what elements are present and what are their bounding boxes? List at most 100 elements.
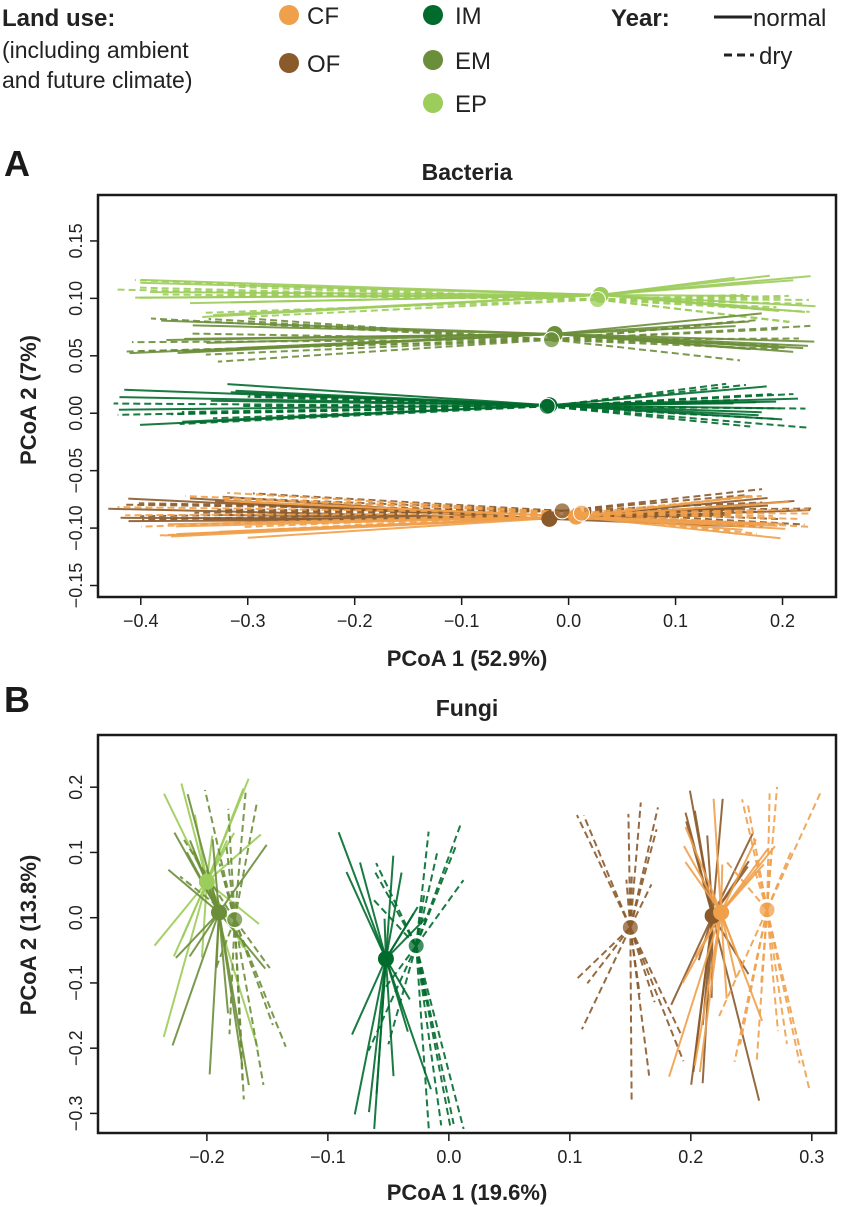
spoke-of-dry xyxy=(625,879,632,928)
spoke-ep-dry xyxy=(597,298,790,324)
spoke-em-dry xyxy=(150,317,552,341)
y-tick-label: −0.2 xyxy=(66,1030,86,1066)
y-tick-label: 0.0 xyxy=(66,905,86,930)
spoke-im-normal xyxy=(345,871,387,960)
legend-label-ep: EP xyxy=(455,91,487,118)
centroid-of-dry xyxy=(553,502,571,520)
legend-label-normal: normal xyxy=(753,5,826,32)
x-tick-label: 0.1 xyxy=(663,611,688,631)
x-tick-label: 0.0 xyxy=(436,1147,461,1167)
spoke-em-normal xyxy=(211,839,220,913)
legend-land-use-title: Land use: xyxy=(2,5,115,32)
spoke-cf-normal xyxy=(575,515,781,540)
panel-a-centroids xyxy=(538,286,609,527)
spoke-em-dry xyxy=(551,338,780,351)
spoke-cf-dry xyxy=(766,909,788,1045)
spoke-cf-normal xyxy=(576,500,789,518)
panel-a-title: Bacteria xyxy=(422,159,513,185)
x-tick-label: 0.3 xyxy=(799,1147,824,1167)
spoke-im-dry xyxy=(415,945,443,1126)
spoke-ep-normal xyxy=(153,881,208,947)
spoke-im-normal xyxy=(351,958,387,1035)
legend-label-of: OF xyxy=(307,51,340,78)
centroid-cf-normal xyxy=(713,904,730,921)
spoke-im-dry xyxy=(415,945,430,1129)
spoke-em-dry xyxy=(218,863,236,920)
legend-item-ep: EP xyxy=(423,91,487,118)
spoke-of-dry xyxy=(124,503,563,512)
y-tick-label: −0.15 xyxy=(66,563,86,609)
spoke-im-dry xyxy=(547,398,739,408)
spoke-of-dry xyxy=(581,927,632,1030)
spoke-im-dry xyxy=(415,945,465,1130)
x-tick-label: −0.1 xyxy=(310,1147,346,1167)
centroid-ep-dry xyxy=(588,291,606,309)
spoke-cf-dry xyxy=(739,909,769,1045)
spoke-ep-dry xyxy=(597,298,810,313)
panel-b-x-axis: −0.2 −0.1 0.0 0.1 0.2 0.3 xyxy=(189,1132,824,1167)
spoke-im-normal xyxy=(367,958,387,1113)
spoke-cf-dry xyxy=(581,512,738,535)
spoke-im-dry xyxy=(181,405,548,413)
spoke-cf-dry xyxy=(766,786,779,910)
spoke-ep-dry xyxy=(597,298,777,309)
y-tick-label: 0.00 xyxy=(66,396,86,431)
spoke-im-dry xyxy=(375,862,418,947)
centroid-ep-normal xyxy=(198,873,215,890)
spoke-cf-normal xyxy=(668,912,723,1078)
centroid-cf-dry xyxy=(758,901,776,919)
spoke-im-normal xyxy=(384,872,403,959)
spoke-cf-normal xyxy=(693,912,723,1066)
panel-a-spokes xyxy=(108,274,816,540)
spoke-em-normal xyxy=(218,844,268,914)
spoke-of-dry xyxy=(576,814,632,928)
legend-swatch-of xyxy=(279,53,299,73)
spoke-cf-dry xyxy=(755,909,769,1060)
spoke-em-dry xyxy=(189,332,552,341)
spoke-em-dry xyxy=(217,338,552,363)
spoke-em-normal xyxy=(167,869,220,914)
legend: Land use: (including ambient and future … xyxy=(2,3,826,118)
legend-item-im: IM xyxy=(423,3,482,30)
spoke-im-normal xyxy=(353,958,387,1115)
spoke-em-normal xyxy=(175,911,220,959)
legend-land-use-subtitle-1: (including ambient xyxy=(2,37,189,63)
legend-item-em: EM xyxy=(423,48,491,75)
spoke-cf-normal xyxy=(720,863,765,914)
legend-label-em: EM xyxy=(455,48,491,75)
spoke-em-dry xyxy=(233,800,259,920)
spoke-im-dry xyxy=(170,405,548,416)
spoke-of-dry xyxy=(562,493,748,512)
spoke-em-dry xyxy=(233,919,271,969)
x-tick-label: 0.2 xyxy=(678,1147,703,1167)
legend-swatch-im xyxy=(423,5,443,25)
centroid-im-dry xyxy=(407,937,425,955)
panel-a-letter: A xyxy=(4,143,30,184)
spoke-em-dry xyxy=(233,919,242,1038)
legend-swatch-ep xyxy=(423,93,443,113)
spoke-im-normal xyxy=(384,958,409,1032)
spoke-im-dry xyxy=(367,945,418,1052)
spoke-em-dry xyxy=(131,338,552,344)
spoke-cf-dry xyxy=(581,494,762,515)
legend-swatch-cf xyxy=(279,5,299,25)
spoke-em-dry xyxy=(551,318,759,341)
spoke-of-dry xyxy=(629,883,653,928)
spoke-im-dry xyxy=(415,945,455,1125)
spoke-em-dry xyxy=(551,337,799,341)
spoke-im-dry xyxy=(415,853,438,946)
spoke-ep-dry xyxy=(134,279,598,301)
centroid-em-dry xyxy=(226,911,244,929)
spoke-em-normal xyxy=(217,912,230,1014)
y-tick-label: −0.3 xyxy=(66,1096,86,1132)
spoke-cf-normal xyxy=(712,798,723,913)
spoke-im-dry xyxy=(248,394,548,408)
spoke-cf-dry xyxy=(746,803,769,911)
spoke-cf-dry xyxy=(718,909,768,1017)
spoke-cf-dry xyxy=(766,909,811,1092)
spoke-im-dry xyxy=(387,945,418,1045)
spoke-ep-normal xyxy=(200,881,208,958)
spoke-im-dry xyxy=(415,945,452,1130)
spoke-of-dry xyxy=(629,802,642,928)
